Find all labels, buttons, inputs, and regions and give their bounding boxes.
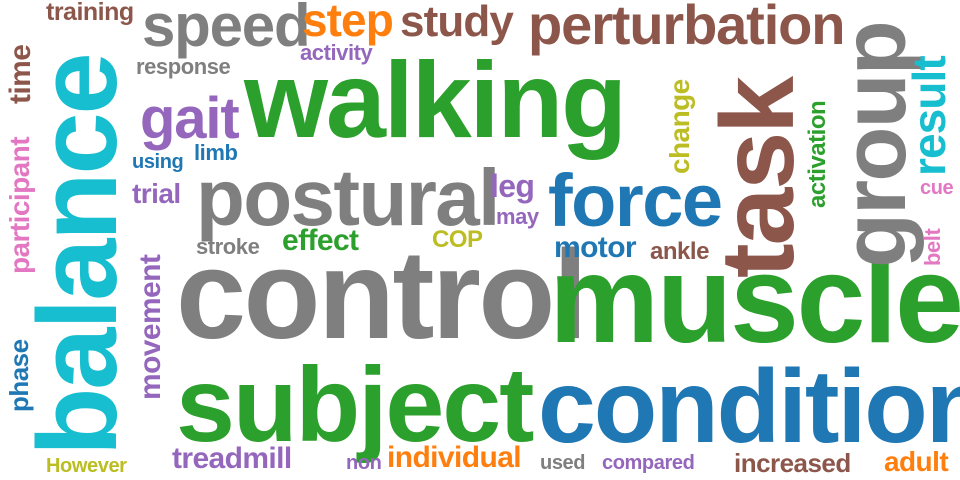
word-ankle: ankle [650, 238, 709, 265]
word-phase: phase [4, 339, 34, 412]
word-increased: increased [734, 448, 851, 478]
word-cue: cue [920, 177, 954, 199]
word-may: may [496, 204, 539, 229]
word-change: change [664, 79, 695, 174]
word-response: response [136, 54, 231, 79]
word-force: force [548, 159, 723, 242]
word-condition: condition [538, 349, 960, 465]
word-however: However [46, 455, 127, 477]
word-adult: adult [884, 446, 949, 477]
word-motor: motor [554, 231, 637, 264]
word-gait: gait [140, 86, 240, 151]
word-using: using [132, 151, 184, 173]
word-time: time [4, 44, 37, 104]
word-limb: limb [194, 140, 238, 165]
word-belt: belt [920, 228, 945, 266]
word-trial: trial [132, 178, 181, 209]
word-postural: postural [196, 153, 500, 242]
word-cop: COP [432, 226, 483, 253]
word-subject: subject [176, 346, 534, 464]
word-activation: activation [804, 100, 831, 208]
word-step: step [302, 0, 394, 46]
word-compared: compared [602, 452, 695, 474]
word-result: result [903, 56, 955, 176]
word-study: study [400, 0, 514, 46]
word-non: non [346, 452, 382, 474]
word-control: control [176, 224, 588, 365]
word-walking: walking [244, 39, 627, 160]
word-perturbation: perturbation [528, 0, 845, 56]
word-stroke: stroke [196, 234, 260, 259]
word-participant: participant [4, 137, 35, 274]
word-speed: speed [142, 0, 311, 59]
word-individual: individual [387, 441, 522, 474]
word-training: training [46, 0, 134, 26]
word-treadmill: treadmill [172, 442, 292, 475]
word-leg: leg [490, 168, 535, 204]
word-task: task [700, 78, 816, 278]
word-muscle: muscle [549, 231, 960, 369]
word-activity: activity [300, 40, 373, 65]
word-effect: effect [282, 224, 359, 257]
word-balance: balance [15, 54, 140, 456]
word-used: used [540, 452, 586, 474]
word-movement: movement [134, 254, 167, 400]
